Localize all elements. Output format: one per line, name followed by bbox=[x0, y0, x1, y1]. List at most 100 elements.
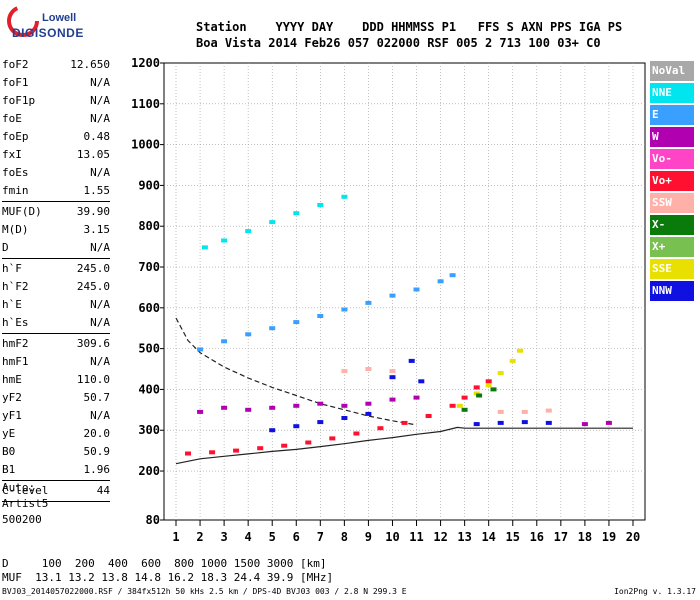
echo-point bbox=[521, 409, 528, 414]
legend-item-nnw: NNW bbox=[650, 281, 694, 301]
param-value: N/A bbox=[90, 94, 110, 107]
param-row: fxI 13.05 bbox=[2, 146, 110, 164]
echo-point bbox=[341, 403, 348, 408]
x-tick-label: 7 bbox=[317, 530, 324, 544]
echo-point bbox=[473, 422, 480, 427]
digisonde-logo: Lowell DIGISONDE bbox=[4, 4, 100, 44]
y-tick-label: 700 bbox=[138, 260, 160, 274]
legend-item-x-: X- bbox=[650, 215, 694, 235]
echo-point bbox=[341, 369, 348, 374]
echo-point bbox=[341, 416, 348, 420]
echo-point bbox=[545, 408, 552, 413]
param-key: fmin bbox=[2, 184, 29, 197]
param-value: N/A bbox=[90, 166, 110, 179]
param-row: yF1 N/A bbox=[2, 407, 110, 425]
param-key: foE bbox=[2, 112, 22, 125]
legend-item-sse: SSE bbox=[650, 259, 694, 279]
echo-point bbox=[221, 238, 228, 243]
param-value: 20.0 bbox=[83, 427, 111, 440]
auto-line: Artist5 bbox=[2, 497, 49, 510]
param-value: 12.650 bbox=[70, 58, 110, 71]
header-line-2: Boa Vista 2014 Feb26 057 022000 RSF 005 … bbox=[196, 36, 601, 50]
echo-point bbox=[269, 326, 276, 331]
legend-item-vo-: Vo+ bbox=[650, 171, 694, 191]
param-row: foF1p N/A bbox=[2, 92, 110, 110]
echo-point bbox=[401, 420, 408, 425]
echo-point bbox=[605, 420, 612, 425]
echo-point bbox=[377, 426, 384, 431]
param-row: M(D) 3.15 bbox=[2, 221, 110, 239]
legend-item-x-: X+ bbox=[650, 237, 694, 257]
echo-point bbox=[408, 358, 415, 363]
y-tick-label: 800 bbox=[138, 219, 160, 233]
param-key: yE bbox=[2, 427, 16, 440]
param-value: 245.0 bbox=[76, 280, 110, 293]
autoscaling-info: Auto: Artist5 500200 bbox=[2, 480, 48, 528]
param-key: hmF1 bbox=[2, 355, 29, 368]
polarization-legend: NoVal NNE E W Vo- Vo+ SSW X- X+ SSE NNW bbox=[650, 61, 694, 303]
param-value: 0.48 bbox=[83, 130, 111, 143]
header-block: Station YYYY DAY DDD HHMMSS P1 FFS S AXN… bbox=[196, 19, 622, 51]
plot-frame bbox=[163, 62, 646, 521]
echo-point bbox=[418, 379, 425, 384]
param-row: foEp 0.48 bbox=[2, 128, 110, 146]
param-row: B1 1.96 bbox=[2, 461, 110, 479]
param-row: fmin 1.55 bbox=[2, 182, 110, 200]
param-value: 1.55 bbox=[83, 184, 111, 197]
echo-point bbox=[269, 428, 276, 433]
param-row: foEs N/A bbox=[2, 164, 110, 182]
echo-point bbox=[305, 440, 312, 445]
echo-point bbox=[201, 245, 208, 250]
param-row: h`E N/A bbox=[2, 296, 110, 314]
logo-mark-icon bbox=[7, 5, 39, 37]
param-separator bbox=[2, 480, 110, 481]
x-tick-label: 1 bbox=[172, 530, 179, 544]
x-tick-label: 17 bbox=[554, 530, 568, 544]
param-key: h`Es bbox=[2, 316, 29, 329]
param-row: yF2 50.7 bbox=[2, 389, 110, 407]
echo-point bbox=[497, 371, 504, 376]
param-value: N/A bbox=[90, 355, 110, 368]
echo-point bbox=[269, 405, 276, 410]
param-key: hmF2 bbox=[2, 337, 29, 350]
echo-point bbox=[245, 407, 252, 412]
param-value: 309.6 bbox=[76, 337, 110, 350]
param-key: foEs bbox=[2, 166, 29, 179]
echo-point bbox=[365, 367, 372, 371]
legend-item-nne: NNE bbox=[650, 83, 694, 103]
x-tick-label: 15 bbox=[506, 530, 520, 544]
param-row: hmF2 309.6 bbox=[2, 335, 110, 353]
echo-point bbox=[293, 424, 300, 429]
echo-point bbox=[209, 450, 216, 455]
echo-point bbox=[233, 448, 240, 453]
y-tick-label: 1000 bbox=[131, 138, 160, 152]
echo-point bbox=[281, 443, 288, 448]
param-key: B0 bbox=[2, 445, 16, 458]
y-tick-label: 500 bbox=[138, 342, 160, 356]
x-tick-label: 19 bbox=[602, 530, 616, 544]
echo-point bbox=[293, 320, 300, 325]
echo-point bbox=[449, 403, 456, 408]
echo-point bbox=[521, 420, 528, 425]
x-tick-label: 11 bbox=[409, 530, 423, 544]
param-key: h`F bbox=[2, 262, 22, 275]
echo-point bbox=[245, 332, 252, 337]
echo-point bbox=[485, 383, 492, 388]
muf-row: MUF 13.1 13.2 13.8 14.8 16.2 18.3 24.4 3… bbox=[2, 571, 334, 584]
legend-item-e: E bbox=[650, 105, 694, 125]
param-value: 13.05 bbox=[76, 148, 110, 161]
x-tick-label: 2 bbox=[196, 530, 203, 544]
echo-point bbox=[389, 293, 396, 298]
echo-point bbox=[437, 279, 444, 284]
param-key: foF1 bbox=[2, 76, 29, 89]
echo-point bbox=[413, 287, 420, 292]
auto-line: 500200 bbox=[2, 513, 42, 526]
echo-point bbox=[389, 375, 396, 380]
echo-point bbox=[221, 339, 228, 344]
x-tick-label: 6 bbox=[293, 530, 300, 544]
virtual-height-trace-dashed bbox=[175, 317, 417, 426]
echo-point bbox=[341, 307, 348, 312]
param-value: 50.7 bbox=[83, 391, 111, 404]
param-key: C-level bbox=[2, 484, 49, 497]
param-key: D bbox=[2, 241, 9, 254]
